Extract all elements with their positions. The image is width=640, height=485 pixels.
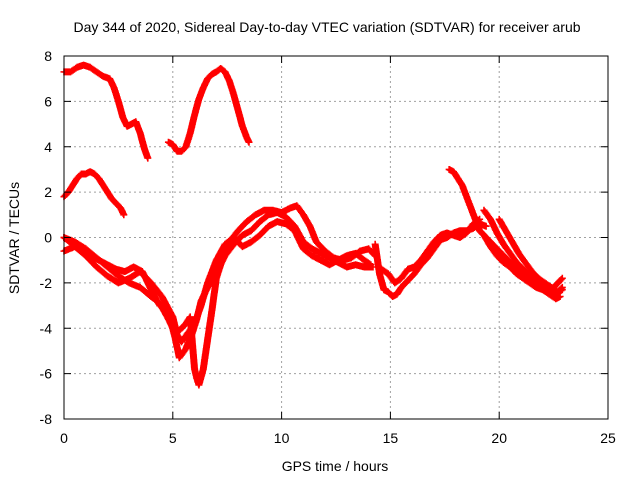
data-point-markers — [60, 168, 128, 219]
series-arc-12 — [495, 215, 566, 296]
data-point-markers — [60, 202, 379, 389]
y-tick-label: -2 — [40, 275, 53, 291]
y-axis-label: SDTVAR / TECUs — [6, 182, 22, 294]
series-arc-3 — [60, 168, 128, 219]
y-tick-label: -8 — [40, 411, 53, 427]
y-tick-label: 0 — [44, 230, 52, 246]
data-point-markers — [378, 215, 484, 287]
series-arc-8 — [378, 215, 484, 287]
grid — [64, 56, 608, 419]
data-markers — [60, 61, 566, 389]
y-tick-label: 8 — [44, 48, 52, 64]
x-tick-label: 10 — [274, 430, 290, 446]
data-point-markers — [495, 215, 566, 296]
x-tick-label: 25 — [600, 430, 616, 446]
y-tick-label: 6 — [44, 93, 52, 109]
series-arc-7 — [371, 220, 490, 300]
data-point-markers — [480, 206, 566, 298]
y-tick-label: -6 — [40, 366, 53, 382]
series-arc-6 — [60, 202, 379, 389]
y-tick-label: 2 — [44, 184, 52, 200]
x-tick-label: 5 — [169, 430, 177, 446]
chart-title: Day 344 of 2020, Sidereal Day-to-day VTE… — [73, 19, 580, 35]
series-arc-11 — [480, 206, 566, 298]
x-tick-label: 0 — [60, 430, 68, 446]
series-arc-2 — [164, 65, 253, 155]
data-point-markers — [371, 220, 490, 300]
y-tick-label: -4 — [40, 320, 53, 336]
x-axis-label: GPS time / hours — [282, 458, 389, 474]
y-tick-label: 4 — [44, 139, 52, 155]
data-point-markers — [164, 65, 253, 155]
x-tick-label: 15 — [383, 430, 399, 446]
ticks: 0 5 10 15 20 25 -8 -6 -4 -2 0 2 4 6 8 — [40, 48, 616, 446]
x-tick-label: 20 — [491, 430, 507, 446]
